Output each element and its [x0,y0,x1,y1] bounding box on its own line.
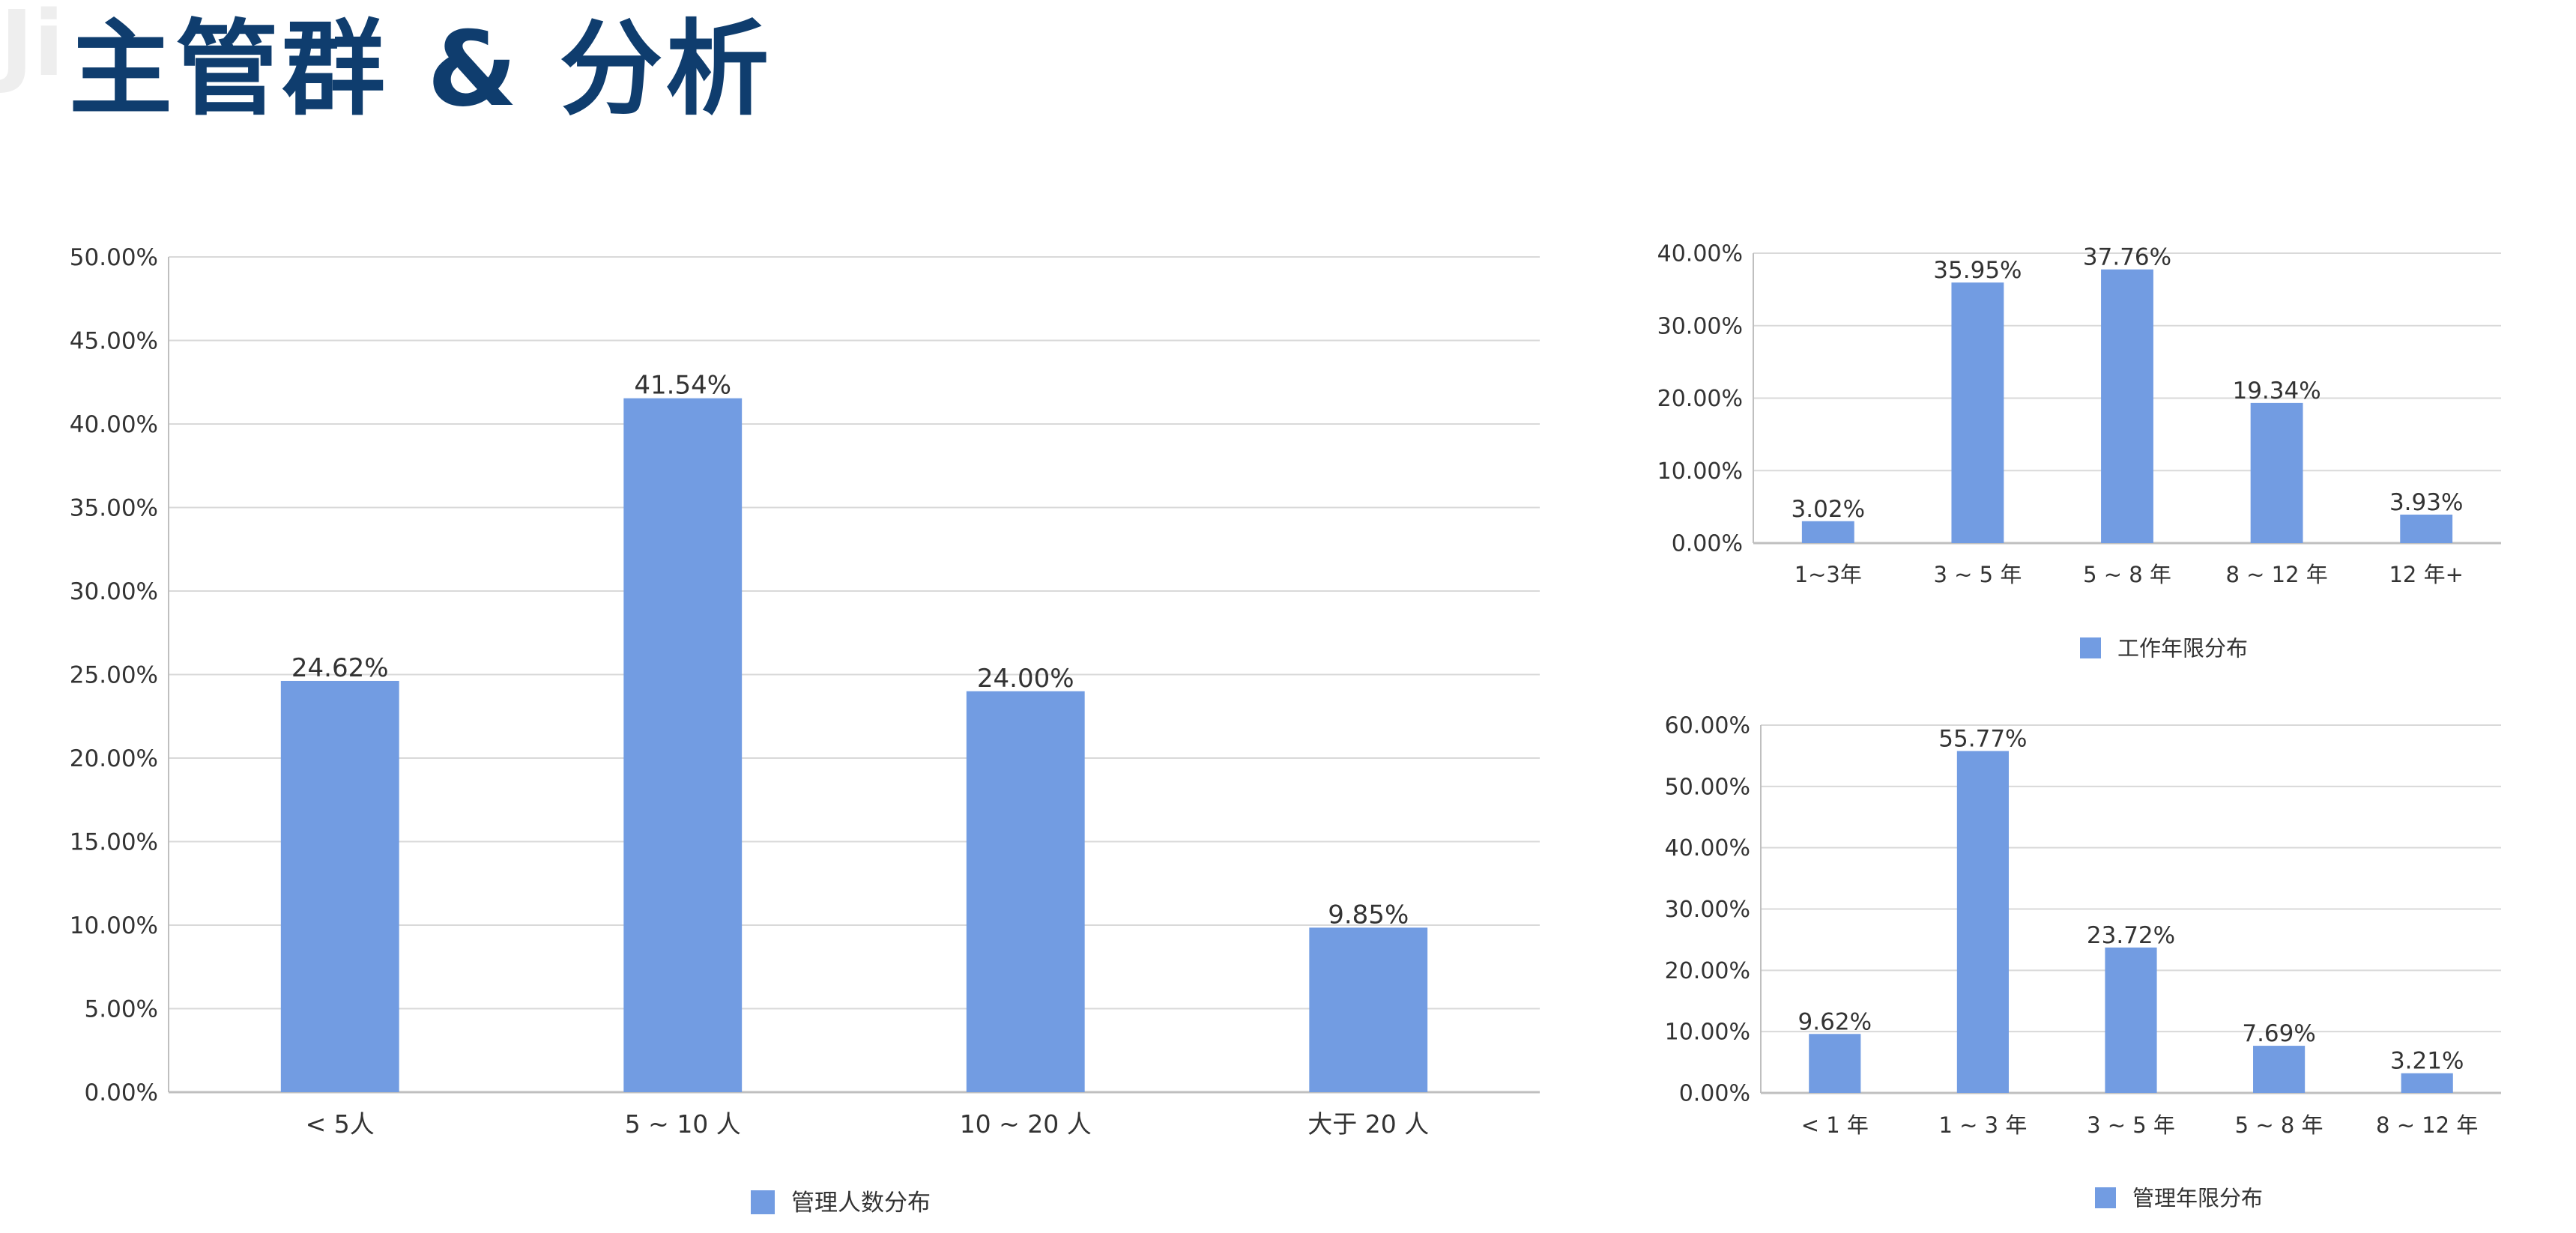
bar-work-years [2101,269,2153,543]
y-tick-label: 20.00% [1665,958,1750,984]
y-tick-label: 40.00% [1657,241,1743,267]
x-tick-label: 8 ~ 12 年 [2225,562,2327,587]
legend-swatch [2095,1187,2116,1208]
data-label: 9.85% [1328,900,1409,930]
y-tick-label: 10.00% [70,912,158,939]
y-tick-label: 35.00% [70,494,158,521]
legend-swatch [2080,637,2101,658]
bar-work-years [1951,282,2004,543]
y-tick-label: 5.00% [85,996,158,1023]
y-tick-label: 30.00% [70,578,158,605]
x-tick-label: 3 ~ 5 年 [2087,1112,2175,1138]
data-label: 9.62% [1798,1008,1872,1035]
bar-headcount [966,691,1085,1092]
x-tick-label: < 5人 [306,1109,375,1139]
bar-work-years [2250,402,2303,543]
bar-headcount [280,680,399,1092]
bar-mgmt-years [2105,947,2157,1093]
bar-headcount [623,398,743,1092]
bar-mgmt-years [2253,1046,2306,1093]
legend-swatch [751,1190,775,1214]
x-tick-label: 5 ~ 8 年 [2235,1112,2323,1138]
data-label: 35.95% [1933,257,2022,284]
data-label: 41.54% [634,371,731,401]
bar-headcount [1309,927,1428,1092]
y-tick-label: 40.00% [70,411,158,438]
y-tick-label: 25.00% [70,661,158,688]
data-label: 24.00% [977,664,1074,694]
y-tick-label: 0.00% [1672,531,1743,557]
data-label: 3.93% [2389,489,2463,516]
x-tick-label: 5 ~ 8 年 [2083,562,2171,587]
y-tick-label: 10.00% [1665,1020,1750,1046]
data-label: 7.69% [2242,1020,2315,1047]
y-tick-label: 0.00% [1679,1081,1750,1107]
x-tick-label: 3 ~ 5 年 [1933,562,2022,587]
data-label: 37.76% [2083,244,2171,271]
chart-work-years: 0.00% 10.00% 20.00% 30.00% 40.00% 3.02% 1~3年 35… [1657,241,2501,661]
x-tick-label: 1~3年 [1795,562,1862,587]
y-tick-label: 10.00% [1657,458,1743,485]
y-tick-label: 45.00% [70,327,158,354]
x-tick-label: < 1 年 [1801,1112,1869,1138]
bar-work-years [2400,514,2453,543]
chart-manager-headcount: 0.00% 5.00% 10.00% 15.00% 20.00% 25.00% 30.00%… [70,244,1540,1217]
bar-mgmt-years [1809,1034,1861,1093]
legend-label: 管理人数分布 [791,1190,931,1217]
x-tick-label: 1 ~ 3 年 [1938,1112,2027,1138]
y-tick-label: 60.00% [1665,713,1750,739]
y-tick-label: 30.00% [1657,313,1743,339]
chart-management-years: 0.00% 10.00% 20.00% 30.00% 40.00% 50.00% 60.00… [1665,713,2501,1211]
x-tick-label: 大于 20 人 [1307,1109,1429,1139]
y-tick-label: 15.00% [70,828,158,855]
y-tick-label: 20.00% [1657,386,1743,412]
bar-mgmt-years [1956,751,2009,1093]
bar-work-years [1801,521,1854,543]
x-tick-label: 10 ~ 20 人 [960,1109,1092,1139]
data-label: 19.34% [2232,378,2320,405]
y-tick-label: 50.00% [70,244,158,271]
y-tick-label: 50.00% [1665,774,1750,800]
x-tick-label: 5 ~ 10 人 [625,1109,741,1139]
legend-label: 工作年限分布 [2117,635,2248,661]
data-label: 24.62% [291,653,389,683]
watermark-logo: Ji [0,0,64,97]
data-label: 3.21% [2390,1048,2464,1075]
data-label: 55.77% [1938,726,2027,753]
data-label: 23.72% [2087,922,2175,949]
y-tick-label: 30.00% [1665,897,1750,923]
legend-label: 管理年限分布 [2132,1185,2263,1211]
page-title: 主管群 & 分析 [69,9,773,130]
x-tick-label: 12 年+ [2389,562,2463,587]
data-label: 3.02% [1792,496,1865,523]
x-tick-label: 8 ~ 12 年 [2376,1112,2478,1138]
y-tick-label: 40.00% [1665,835,1750,861]
bar-mgmt-years [2401,1073,2453,1093]
y-tick-label: 20.00% [70,745,158,772]
y-tick-label: 0.00% [85,1079,158,1106]
